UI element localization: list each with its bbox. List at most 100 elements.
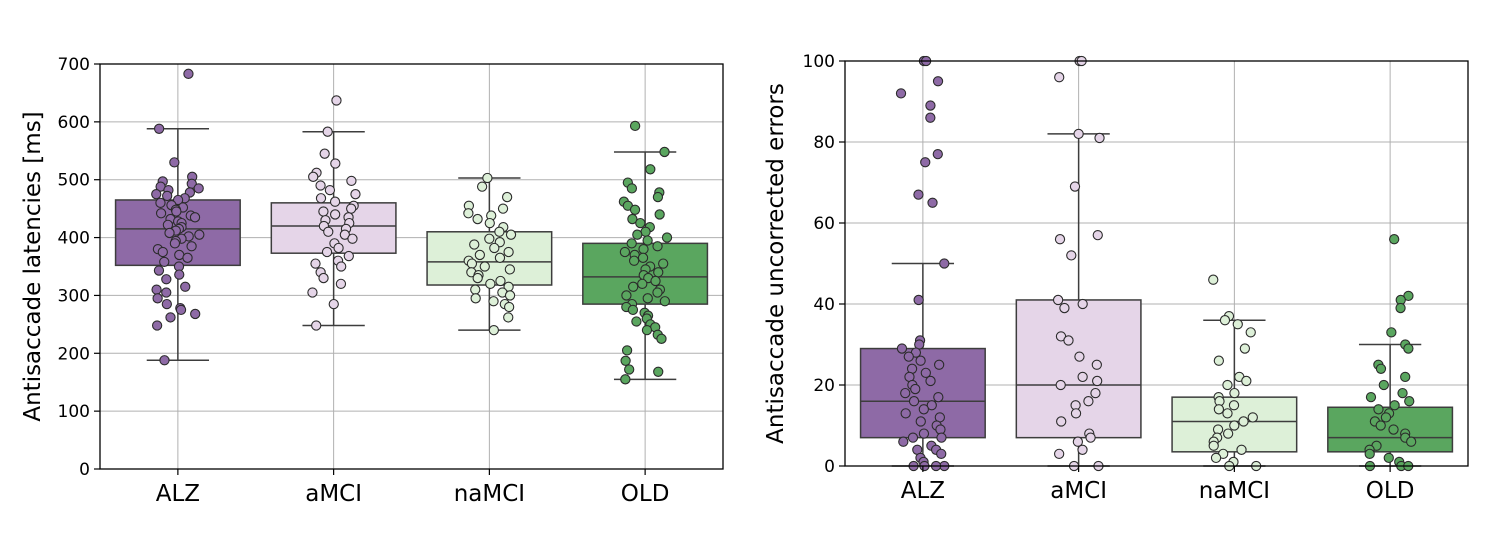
data-point xyxy=(183,68,194,79)
data-point xyxy=(497,203,509,214)
data-point xyxy=(620,355,631,366)
x-tick-label: ALZ xyxy=(901,478,945,504)
data-point xyxy=(331,95,342,106)
data-point xyxy=(157,246,168,258)
box-namci xyxy=(426,177,553,331)
data-point xyxy=(632,229,643,240)
data-point xyxy=(652,241,663,252)
data-point xyxy=(161,287,172,298)
data-point xyxy=(624,364,635,375)
y-tick-label: 400 xyxy=(58,229,90,249)
data-point xyxy=(654,209,665,220)
data-point xyxy=(189,212,201,223)
data-point xyxy=(186,241,197,252)
data-point xyxy=(1247,412,1258,423)
data-point xyxy=(505,229,517,240)
data-point xyxy=(328,298,339,310)
data-point xyxy=(159,256,170,268)
x-tick-label: naMCI xyxy=(454,481,525,507)
data-point xyxy=(336,261,347,272)
data-point xyxy=(318,272,329,284)
errors-boxplot-panel: 0 20 40 60 80 100 ALZ aMCI naMCI OLD Antisaccade u… xyxy=(763,52,1469,504)
x-tick-label: aMCI xyxy=(305,481,362,507)
data-point xyxy=(484,233,495,244)
data-point xyxy=(629,204,641,215)
data-point xyxy=(1375,363,1387,374)
data-point xyxy=(939,258,950,269)
data-point xyxy=(151,284,162,295)
data-point xyxy=(333,242,344,254)
data-point xyxy=(319,148,330,159)
data-point xyxy=(1238,416,1249,427)
data-point xyxy=(494,226,505,237)
data-point xyxy=(933,391,944,403)
data-point xyxy=(470,293,481,304)
data-point xyxy=(936,448,947,459)
data-point xyxy=(641,324,653,336)
data-point xyxy=(1213,404,1225,415)
data-point xyxy=(1210,452,1222,464)
x-tick-label: OLD xyxy=(621,481,670,507)
data-point xyxy=(1389,400,1400,411)
data-point xyxy=(324,184,336,196)
data-point xyxy=(898,436,909,447)
data-point xyxy=(346,203,357,214)
data-point xyxy=(1083,396,1094,407)
data-point xyxy=(626,183,638,194)
data-point xyxy=(155,197,166,209)
data-point xyxy=(308,171,319,182)
data-point xyxy=(484,217,495,229)
data-point xyxy=(318,206,329,217)
data-point xyxy=(638,243,649,255)
data-point xyxy=(335,278,347,290)
data-point xyxy=(161,298,172,310)
data-point xyxy=(155,208,167,219)
data-point xyxy=(1400,371,1411,383)
data-point xyxy=(653,366,664,377)
data-point xyxy=(161,274,172,285)
data-point xyxy=(495,275,506,287)
data-point xyxy=(621,290,632,301)
data-point xyxy=(918,404,929,415)
data-point xyxy=(1054,72,1065,83)
data-point xyxy=(1092,375,1103,387)
data-point xyxy=(1373,404,1384,415)
data-point xyxy=(501,191,513,203)
data-point xyxy=(474,249,486,261)
data-point xyxy=(190,308,201,320)
data-point xyxy=(915,355,926,366)
data-point xyxy=(918,428,930,439)
data-point xyxy=(1236,444,1247,455)
data-point xyxy=(642,235,653,246)
data-point xyxy=(656,333,667,344)
data-point xyxy=(645,164,656,175)
data-point xyxy=(169,157,180,168)
data-point xyxy=(621,345,633,356)
data-point xyxy=(1090,387,1101,399)
data-point xyxy=(1380,412,1392,423)
y-axis-label: Antisaccade uncorrected errors xyxy=(763,83,789,444)
data-point xyxy=(619,246,631,258)
data-point xyxy=(1406,436,1417,447)
y-tick-label: 500 xyxy=(58,171,90,191)
y-tick-label: 60 xyxy=(813,214,835,234)
data-point xyxy=(1072,436,1084,447)
data-point xyxy=(896,343,908,354)
data-point xyxy=(652,287,663,298)
data-point xyxy=(347,233,358,244)
data-point xyxy=(1208,274,1219,285)
data-point xyxy=(169,238,181,249)
y-axis-label: Antisaccade latencies [ms] xyxy=(20,111,46,421)
data-point xyxy=(343,250,354,262)
data-point xyxy=(172,194,184,206)
data-point xyxy=(472,213,483,225)
data-point xyxy=(1222,428,1234,439)
data-point xyxy=(159,355,170,366)
data-point xyxy=(489,242,500,254)
data-point xyxy=(307,287,318,298)
data-point xyxy=(165,312,176,323)
data-point xyxy=(913,189,924,200)
y-tick-label: 20 xyxy=(813,376,835,396)
data-point xyxy=(1229,387,1240,399)
x-tick-label: aMCI xyxy=(1050,478,1107,504)
